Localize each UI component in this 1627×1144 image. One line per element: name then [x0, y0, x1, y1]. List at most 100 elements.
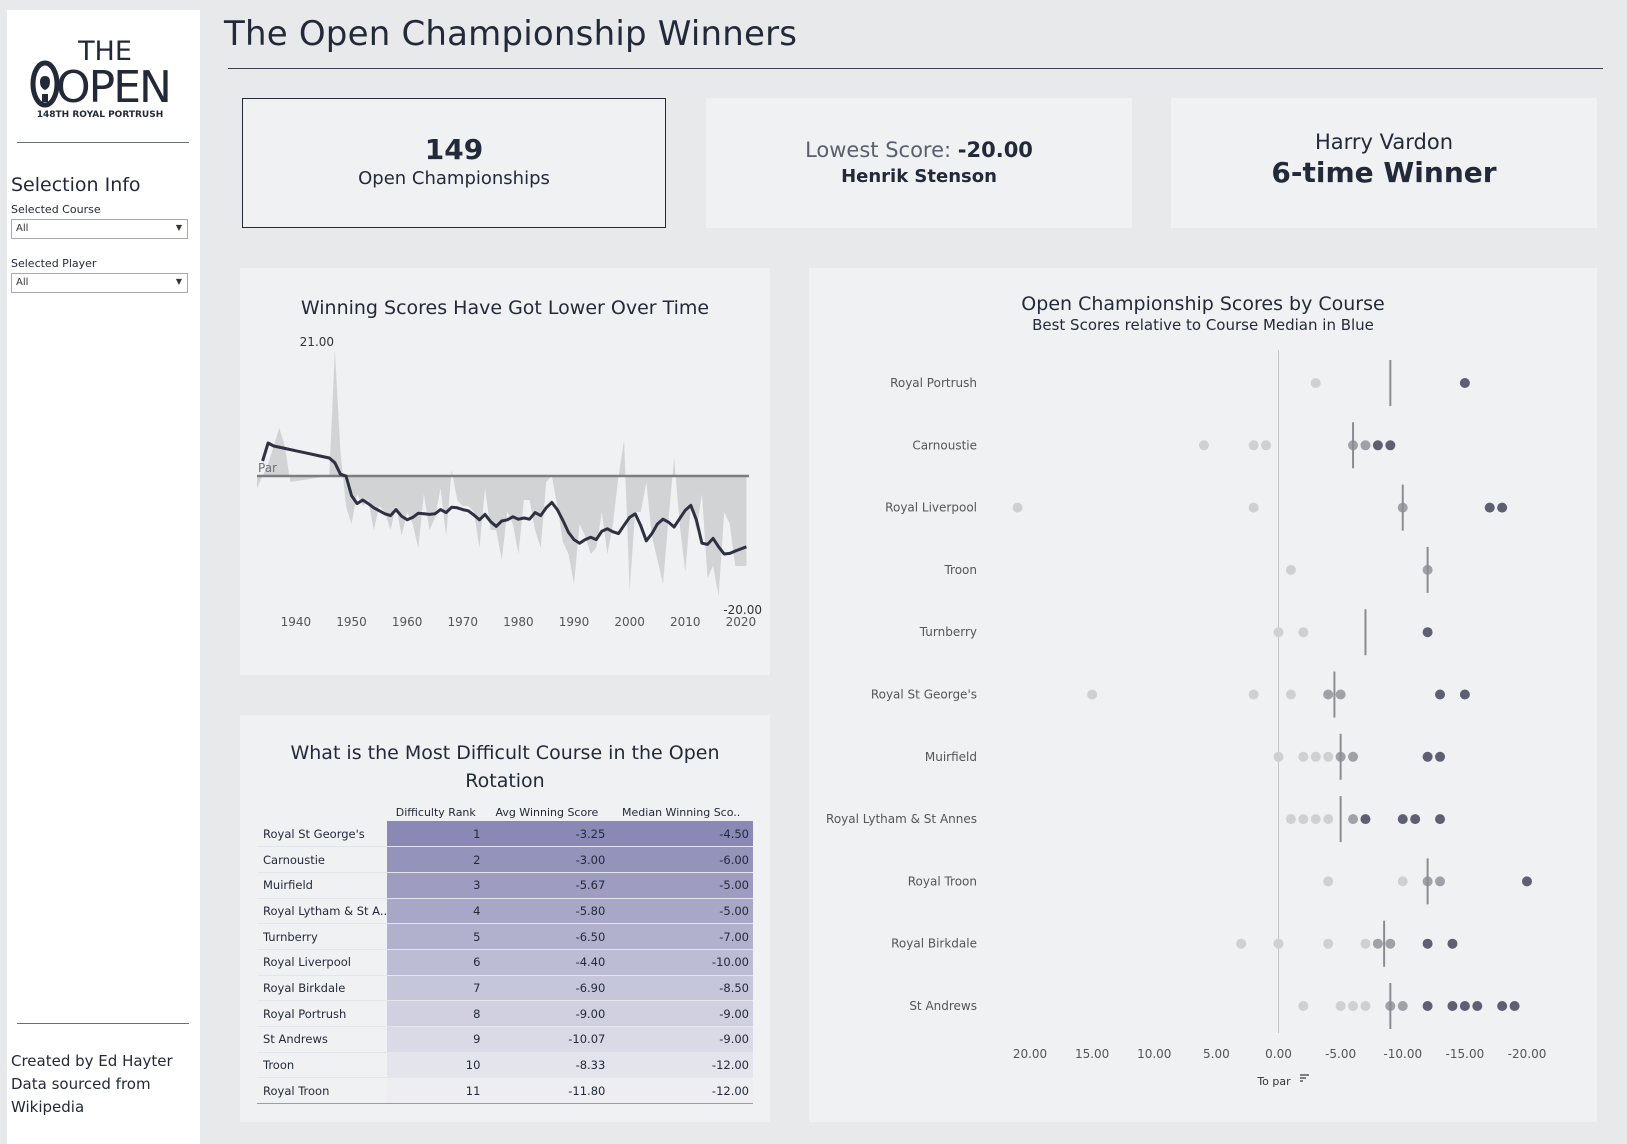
selected-course-dropdown[interactable]: All ▼ [11, 219, 188, 239]
col-avg[interactable]: Avg Winning Score [495, 805, 599, 819]
cell-avg: -6.90 [484, 975, 610, 1002]
score-point [1273, 938, 1284, 949]
score-point [1261, 440, 1272, 451]
cell-course: Muirfield [257, 872, 388, 899]
score-point [1298, 751, 1309, 762]
cell-avg: -4.40 [484, 949, 610, 976]
table-row[interactable]: Royal Liverpool 6 -4.40 -10.00 [257, 949, 753, 976]
score-point [1298, 814, 1309, 825]
score-point [1323, 814, 1334, 825]
x-tick-label: 5.00 [1203, 1047, 1230, 1061]
sidebar-divider-bottom [17, 1023, 189, 1024]
score-point [1397, 876, 1408, 887]
x-tick-label: -10.00 [1383, 1047, 1422, 1061]
course-label: Royal Liverpool [885, 501, 977, 515]
score-point [1323, 938, 1334, 949]
cell-rank: 1 [387, 821, 485, 848]
score-point [1360, 938, 1371, 949]
x-tick-label: 1940 [281, 615, 312, 629]
selected-player-dropdown[interactable]: All ▼ [11, 273, 188, 293]
score-point [1348, 1001, 1359, 1011]
score-point [1310, 378, 1321, 388]
score-point [1012, 502, 1023, 513]
max-score-label: 21.00 [300, 335, 334, 349]
difficulty-panel: What is the Most Difficult Course in the… [240, 715, 770, 1122]
col-course [257, 803, 387, 821]
score-point [1472, 1001, 1483, 1011]
kpi-lowest-label: Lowest Score: [805, 138, 952, 162]
table-row[interactable]: Royal St George's 1 -3.25 -4.50 [257, 821, 753, 848]
cell-avg: -3.00 [484, 846, 610, 873]
kpi-count-value: 149 [424, 133, 484, 166]
course-scores-chart[interactable]: Royal Portrush Carnoustie Royal Liverpool T… [809, 268, 1597, 1122]
table-row[interactable]: Royal Troon 11 -11.80 -12.00 [257, 1077, 753, 1105]
x-tick-label: 1980 [503, 615, 534, 629]
sort-icon [1300, 1074, 1309, 1082]
the-open-logo: THE OPEN 148TH ROYAL PORTRUSH [30, 36, 172, 119]
credits-source: Data sourced from [11, 1075, 151, 1093]
svg-text:148TH ROYAL PORTRUSH: 148TH ROYAL PORTRUSH [37, 110, 164, 119]
cell-course: Royal St George's [257, 821, 388, 848]
score-point [1335, 1001, 1346, 1011]
score-point [1435, 751, 1446, 762]
score-point [1285, 814, 1296, 825]
cell-course: Turnberry [257, 923, 388, 950]
line-chart-title: Winning Scores Have Got Lower Over Time [300, 297, 710, 319]
kpi-championship-count[interactable]: 149 Open Championships [242, 98, 666, 228]
table-row[interactable]: Royal Portrush 8 -9.00 -9.00 [257, 1000, 753, 1027]
col-median[interactable]: Median Winning Sco.. [622, 805, 741, 819]
kpi-lowest-line: Lowest Score: -20.00 [706, 138, 1132, 162]
table-row[interactable]: Turnberry 5 -6.50 -7.00 [257, 923, 753, 950]
score-point [1248, 502, 1259, 513]
cell-median: -5.00 [609, 872, 753, 899]
cell-rank: 10 [387, 1052, 485, 1079]
score-point [1285, 564, 1296, 575]
course-chart-subtitle: Best Scores relative to Course Median in… [1032, 316, 1374, 334]
score-point [1273, 627, 1284, 638]
cell-course: Royal Lytham & St A.. [257, 898, 388, 925]
table-header-row: Difficulty Rank Avg Winning Score Median… [257, 803, 753, 821]
cell-median: -5.00 [609, 898, 753, 925]
score-point [1484, 502, 1495, 513]
table-row[interactable]: Royal Lytham & St A.. 4 -5.80 -5.00 [257, 898, 753, 925]
x-tick-label: 1960 [392, 615, 423, 629]
score-point [1435, 689, 1446, 700]
course-label: Turnberry [919, 625, 977, 639]
cell-rank: 9 [387, 1026, 485, 1053]
selection-info-heading: Selection Info [11, 174, 141, 196]
cell-rank: 4 [387, 898, 485, 925]
svg-text:THE: THE [77, 36, 132, 67]
cell-rank: 7 [387, 975, 485, 1002]
cell-median: -12.00 [609, 1077, 753, 1105]
table-row[interactable]: St Andrews 9 -10.07 -9.00 [257, 1026, 753, 1053]
credits: Created by Ed Hayter Data sourced from W… [11, 1050, 173, 1119]
title-divider [228, 68, 1603, 69]
course-label: St Andrews [909, 999, 977, 1013]
winning-scores-chart[interactable]: Par 21.00 -20.00 1940 1950 1960 1970 1980 1990 20… [240, 268, 770, 675]
score-point [1348, 814, 1359, 825]
course-label: Royal Portrush [890, 376, 977, 390]
score-point [1422, 1001, 1433, 1011]
course-scores-panel: Open Championship Scores by Course Best … [809, 268, 1597, 1122]
table-row[interactable]: Carnoustie 2 -3.00 -6.00 [257, 846, 753, 873]
score-point [1459, 689, 1470, 700]
table-row[interactable]: Royal Birkdale 7 -6.90 -8.50 [257, 975, 753, 1002]
kpi-lowest-score[interactable]: Lowest Score: -20.00 Henrik Stenson [706, 98, 1132, 228]
score-point [1273, 751, 1284, 762]
table-row[interactable]: Muirfield 3 -5.67 -5.00 [257, 872, 753, 899]
score-point [1410, 814, 1421, 825]
cell-rank: 5 [387, 923, 485, 950]
cell-rank: 6 [387, 949, 485, 976]
cell-avg: -6.50 [484, 923, 610, 950]
table-row[interactable]: Troon 10 -8.33 -12.00 [257, 1052, 753, 1079]
kpi-top-wins: 6-time Winner [1271, 156, 1497, 189]
cell-avg: -9.00 [484, 1000, 610, 1027]
x-tick-label: 2000 [614, 615, 645, 629]
col-rank[interactable]: Difficulty Rank [395, 805, 476, 819]
score-point [1447, 1001, 1458, 1011]
kpi-most-wins[interactable]: Harry Vardon 6-time Winner [1171, 98, 1597, 228]
score-point [1285, 689, 1296, 700]
difficulty-table: Difficulty Rank Avg Winning Score Median… [257, 803, 753, 1105]
cell-course: Royal Birkdale [257, 975, 388, 1002]
kpi-lowest-value: -20.00 [957, 138, 1033, 162]
